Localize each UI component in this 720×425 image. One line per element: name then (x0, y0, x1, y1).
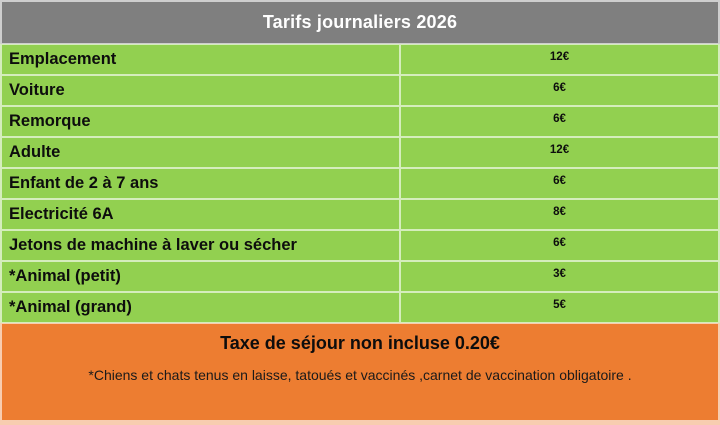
row-label: *Animal (petit) (0, 261, 400, 292)
footer-title: Taxe de séjour non incluse 0.20€ (220, 333, 500, 353)
row-label: Jetons de machine à laver ou sécher (0, 230, 400, 261)
row-price: 6€ (400, 230, 720, 261)
row-price: 3€ (400, 261, 720, 292)
table-row: Enfant de 2 à 7 ans 6€ (0, 168, 720, 199)
table-row: Voiture 6€ (0, 75, 720, 106)
table-row: *Animal (petit) 3€ (0, 261, 720, 292)
row-price: 6€ (400, 75, 720, 106)
row-label: Enfant de 2 à 7 ans (0, 168, 400, 199)
row-price: 12€ (400, 44, 720, 75)
row-label: Adulte (0, 137, 400, 168)
table-row: Jetons de machine à laver ou sécher 6€ (0, 230, 720, 261)
row-label: *Animal (grand) (0, 292, 400, 323)
table-row: Emplacement 12€ (0, 44, 720, 75)
table-row: Remorque 6€ (0, 106, 720, 137)
row-label: Remorque (0, 106, 400, 137)
row-price: 6€ (400, 106, 720, 137)
table-row: Adulte 12€ (0, 137, 720, 168)
row-price: 12€ (400, 137, 720, 168)
row-price: 5€ (400, 292, 720, 323)
table-title: Tarifs journaliers 2026 (0, 0, 720, 44)
footer-note: *Chiens et chats tenus en laisse, tatoué… (88, 367, 632, 383)
row-price: 6€ (400, 168, 720, 199)
table-row: *Animal (grand) 5€ (0, 292, 720, 323)
row-label: Electricité 6A (0, 199, 400, 230)
row-price: 8€ (400, 199, 720, 230)
row-label: Emplacement (0, 44, 400, 75)
row-label: Voiture (0, 75, 400, 106)
table-row: Electricité 6A 8€ (0, 199, 720, 230)
table-footer: Taxe de séjour non incluse 0.20€ *Chiens… (0, 323, 720, 425)
